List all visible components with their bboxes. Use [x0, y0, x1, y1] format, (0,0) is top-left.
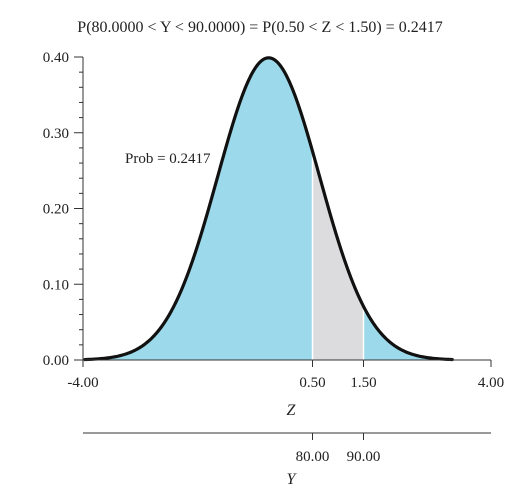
density-curve — [83, 56, 454, 362]
fill-layer — [85, 57, 453, 361]
z-tick-label: 1.50 — [350, 375, 376, 391]
y-tick-label: 0.10 — [43, 277, 69, 293]
y-tick-label: 0.00 — [43, 353, 69, 369]
z-tick-label: 4.00 — [478, 375, 504, 391]
z-axis-label: Z — [287, 402, 297, 419]
y-scale-tick-label: 90.00 — [347, 449, 381, 465]
y-tick-label: 0.40 — [43, 50, 69, 66]
probability-annotation: Prob = 0.2417 — [125, 151, 211, 167]
z-tick-label: -4.00 — [67, 375, 98, 391]
y-tick-label: 0.20 — [43, 202, 69, 218]
axes-layer: 0.00 0.10 0.20 0.30 0.40 -4.00 0.50 1.50 4.00 80.… — [43, 50, 504, 465]
curve-layer — [83, 56, 454, 362]
y-scale-tick-label: 80.00 — [296, 449, 330, 465]
probability-region-area — [312, 151, 364, 360]
right-tail-area — [363, 306, 453, 360]
z-tick-label: 0.50 — [299, 375, 325, 391]
chart-title: P(80.0000 < Y < 90.0000) = P(0.50 < Z < … — [77, 19, 442, 36]
y-tick-label: 0.30 — [43, 126, 69, 142]
y-axis-label: Y — [287, 471, 298, 488]
left-tail-area — [85, 57, 313, 361]
